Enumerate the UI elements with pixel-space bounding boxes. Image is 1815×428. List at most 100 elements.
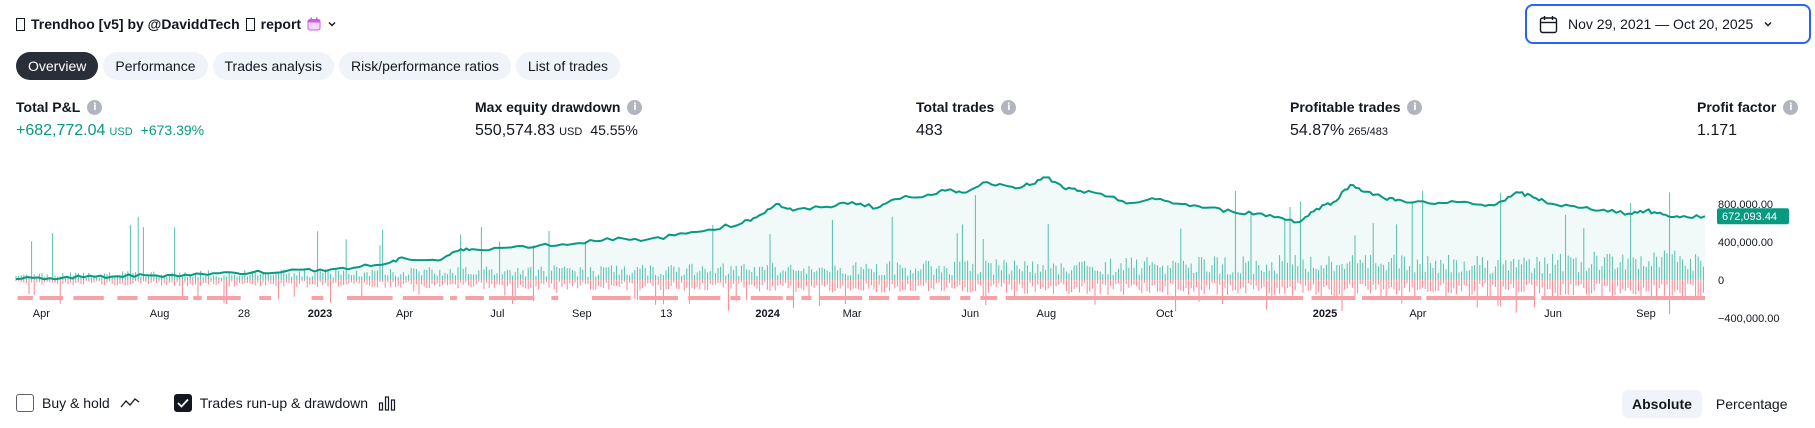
missing-glyph-icon: [16, 17, 25, 31]
x-tick-label: Sep: [1636, 308, 1656, 320]
date-range-label: Nov 29, 2021 — Oct 20, 2025: [1568, 16, 1754, 32]
x-tick-label: Aug: [150, 308, 170, 320]
trade-marker: [591, 296, 631, 300]
trade-markers: [17, 296, 1705, 300]
x-tick-label: Apr: [396, 308, 413, 320]
trade-marker: [1541, 296, 1705, 300]
absolute-option[interactable]: Absolute: [1622, 390, 1702, 418]
report-tabs: Overview Performance Trades analysis Ris…: [16, 52, 621, 80]
bar-chart-icon: [378, 396, 396, 411]
trade-marker: [688, 296, 721, 300]
metric-label: Total P&L: [16, 99, 81, 115]
trade-marker: [1362, 296, 1422, 300]
tab-list-of-trades[interactable]: List of trades: [515, 52, 621, 80]
trade-marker: [730, 296, 741, 300]
chevron-down-icon[interactable]: [327, 19, 337, 29]
x-tick-label: Mar: [843, 308, 862, 320]
y-tick-label: 0: [1718, 275, 1724, 287]
x-tick-label: Jul: [490, 308, 504, 320]
trade-marker: [39, 296, 64, 300]
current-value-badge-bg: [1717, 208, 1789, 225]
metric-label: Total trades: [916, 99, 995, 115]
x-tick-label: Sep: [572, 308, 592, 320]
calendar-icon: [1539, 15, 1558, 33]
trade-marker: [801, 296, 812, 300]
metric-total-trades: Total trades i 483: [916, 98, 1017, 140]
metric-profit-factor: Profit factor i 1.171: [1697, 98, 1799, 140]
current-value-badge: 672,093.44: [1717, 208, 1789, 225]
buy-hold-label: Buy & hold: [42, 395, 110, 411]
metric-profitable-trades: Profitable trades i 54.87% 265/483: [1290, 98, 1423, 140]
trade-marker: [193, 296, 202, 300]
trade-marker: [73, 296, 104, 300]
metric-value: 550,574.83: [475, 122, 556, 139]
metric-value: 54.87%: [1290, 122, 1345, 139]
x-tick-label: 2023: [308, 308, 332, 320]
x-axis: Apr Aug 28 2023 Apr Jul Sep 13 2024 Mar Jun Aug Oct 2…: [33, 308, 1656, 320]
trade-marker: [551, 296, 559, 300]
x-tick-label: 13: [660, 308, 672, 320]
report-title[interactable]: Trendhoo [v5] by @DaviddTech report: [16, 14, 337, 34]
info-icon[interactable]: i: [1001, 99, 1017, 115]
trade-marker: [259, 296, 271, 300]
x-tick-label: Apr: [33, 308, 50, 320]
runup-drawdown-label: Trades run-up & drawdown: [199, 395, 369, 411]
trade-marker: [402, 296, 444, 300]
metric-value: +682,772.04: [16, 122, 106, 139]
trade-marker: [206, 296, 241, 300]
trade-marker: [465, 296, 484, 300]
y-axis: 800,000.00 400,000.00 0 −400,000.00: [1718, 199, 1779, 325]
trade-marker: [786, 296, 793, 300]
metric-total-pnl: Total P&L i +682,772.04 USD +673.39%: [16, 98, 204, 140]
tab-risk-ratios[interactable]: Risk/performance ratios: [339, 52, 511, 80]
info-icon[interactable]: i: [1407, 99, 1423, 115]
tab-performance[interactable]: Performance: [103, 52, 208, 80]
x-tick-label: Apr: [1409, 308, 1426, 320]
current-value-label: 672,093.44: [1722, 211, 1777, 223]
tab-trades-analysis[interactable]: Trades analysis: [212, 52, 335, 80]
equity-chart[interactable]: 800,000.00 400,000.00 0 −400,000.00 Apr Aug 2…: [0, 170, 1815, 380]
y-tick-label: 800,000.00: [1718, 199, 1773, 211]
y-tick-label: −400,000.00: [1718, 313, 1779, 325]
info-icon[interactable]: i: [627, 99, 643, 115]
buy-hold-checkbox[interactable]: [16, 394, 34, 412]
metric-unit: USD: [109, 126, 133, 138]
trade-marker: [147, 296, 189, 300]
trade-marker: [750, 296, 783, 300]
equity-area: [16, 177, 1705, 280]
metric-label: Profit factor: [1697, 99, 1777, 115]
calendar-emoji-icon: [307, 17, 321, 31]
percentage-option[interactable]: Percentage: [1715, 396, 1788, 412]
metric-unit: USD: [559, 126, 583, 138]
x-tick-label: Aug: [1037, 308, 1057, 320]
x-tick-label: 28: [238, 308, 250, 320]
trade-marker: [311, 296, 324, 300]
metric-label: Max equity drawdown: [475, 99, 621, 115]
metric-percent: +673.39%: [140, 122, 205, 138]
x-tick-label: Oct: [1156, 308, 1173, 320]
date-range-picker[interactable]: Nov 29, 2021 — Oct 20, 2025: [1525, 4, 1811, 44]
chevron-down-icon: [1764, 22, 1772, 27]
trade-marker: [639, 296, 678, 300]
report-suffix: report: [260, 16, 302, 32]
trade-marker: [450, 296, 457, 300]
x-tick-label: Jun: [1544, 308, 1562, 320]
tab-overview[interactable]: Overview: [16, 52, 99, 80]
trade-marker: [117, 296, 138, 300]
scale-toggle: Absolute Percentage: [1622, 390, 1798, 418]
runup-drawdown-checkbox[interactable]: [173, 394, 192, 412]
info-icon[interactable]: i: [87, 99, 103, 115]
metric-label: Profitable trades: [1290, 99, 1401, 115]
metric-percent: 45.55%: [590, 122, 638, 138]
y-tick-label: 400,000.00: [1718, 237, 1773, 249]
trade-marker: [17, 296, 33, 300]
missing-glyph-icon: [245, 17, 255, 31]
trade-marker: [1005, 296, 1304, 300]
info-icon[interactable]: i: [1783, 99, 1799, 115]
metric-value: 483: [916, 122, 943, 139]
x-tick-label: Jun: [961, 308, 979, 320]
trade-marker: [897, 296, 920, 300]
line-chart-icon: [120, 398, 140, 408]
trade-marker: [347, 296, 393, 300]
check-icon: [177, 398, 189, 408]
